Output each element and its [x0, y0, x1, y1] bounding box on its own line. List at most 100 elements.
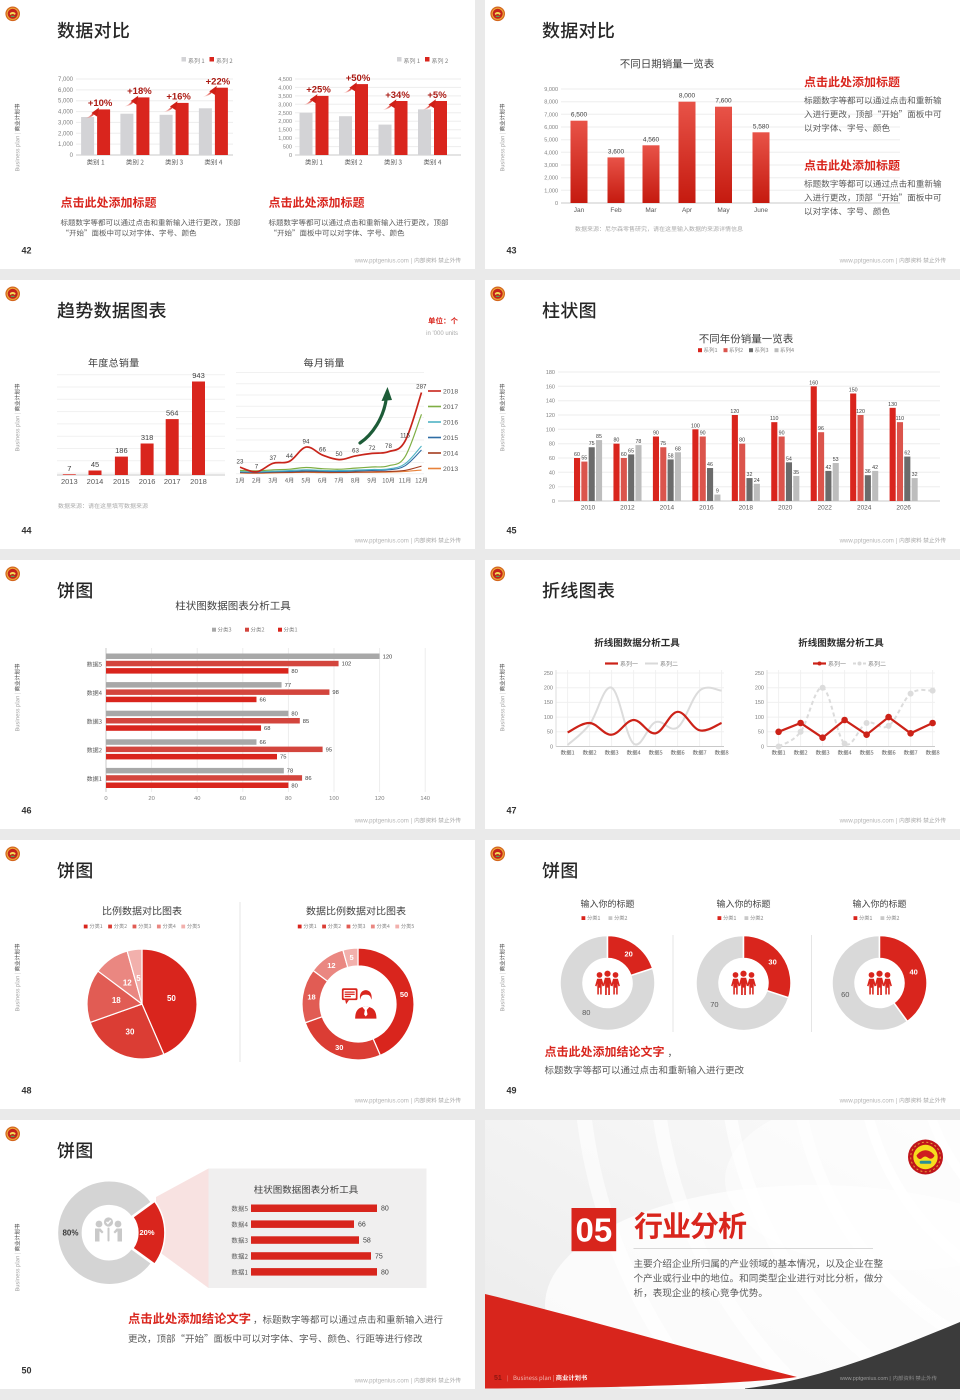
svg-text:50: 50 — [336, 451, 343, 458]
svg-text:2024: 2024 — [857, 505, 872, 512]
svg-text:46: 46 — [22, 806, 32, 816]
svg-text:+16%: +16% — [166, 92, 191, 103]
svg-text:www.pptgenius.com |: www.pptgenius.com | — [839, 1097, 899, 1104]
svg-text:www.pptgenius.com |: www.pptgenius.com | — [354, 537, 414, 544]
svg-text:2018: 2018 — [739, 505, 754, 512]
svg-text:18: 18 — [112, 996, 121, 1005]
svg-text:80: 80 — [613, 438, 619, 444]
svg-text:120: 120 — [383, 654, 393, 660]
svg-text:0: 0 — [555, 201, 558, 207]
svg-text:110: 110 — [896, 416, 904, 422]
svg-text:160: 160 — [809, 380, 818, 386]
svg-text:24: 24 — [754, 478, 760, 484]
svg-text:90: 90 — [779, 431, 785, 437]
svg-text:www.pptgenius.com |: www.pptgenius.com | — [839, 817, 899, 824]
svg-text:50: 50 — [167, 994, 176, 1003]
svg-text:+34%: +34% — [385, 90, 410, 101]
svg-text:78: 78 — [287, 769, 293, 775]
svg-text:180: 180 — [546, 370, 555, 376]
svg-text:100: 100 — [546, 427, 555, 433]
svg-text:32: 32 — [747, 472, 753, 478]
svg-text:+18%: +18% — [127, 86, 152, 97]
svg-text:23: 23 — [237, 459, 244, 466]
svg-text:47: 47 — [507, 806, 517, 816]
svg-text:37: 37 — [270, 455, 277, 462]
svg-text:85: 85 — [303, 719, 309, 725]
svg-text:7: 7 — [255, 463, 259, 470]
svg-text:in '000 units: in '000 units — [426, 331, 458, 337]
svg-text:2010: 2010 — [581, 505, 596, 512]
svg-text:54: 54 — [786, 456, 792, 462]
svg-text:44: 44 — [286, 453, 293, 460]
svg-text:51: 51 — [494, 1375, 502, 1382]
svg-text:2013: 2013 — [61, 477, 78, 486]
svg-text:5,000: 5,000 — [544, 138, 558, 144]
svg-text:2017: 2017 — [443, 404, 458, 411]
svg-text:85: 85 — [596, 434, 602, 440]
svg-text:250: 250 — [544, 671, 553, 677]
svg-text:+50%: +50% — [346, 73, 371, 84]
svg-text:94: 94 — [303, 439, 310, 446]
svg-text:120: 120 — [856, 409, 865, 415]
svg-text:2017: 2017 — [164, 477, 181, 486]
svg-text:46: 46 — [707, 462, 713, 468]
svg-text:5: 5 — [136, 974, 141, 983]
svg-text:80%: 80% — [62, 1229, 78, 1238]
svg-text:72: 72 — [369, 445, 376, 452]
svg-text:20: 20 — [549, 485, 555, 491]
svg-text:Feb: Feb — [610, 207, 622, 214]
svg-text:318: 318 — [141, 433, 154, 442]
svg-text:36: 36 — [865, 469, 871, 475]
svg-text:7,600: 7,600 — [715, 98, 732, 105]
svg-text:3,000: 3,000 — [58, 120, 74, 126]
svg-text:140: 140 — [420, 796, 430, 802]
svg-text:75: 75 — [280, 755, 286, 761]
svg-text:75: 75 — [660, 441, 666, 447]
svg-text:20: 20 — [625, 950, 633, 959]
svg-text:www.pptgenius.com |: www.pptgenius.com | — [839, 537, 899, 544]
svg-text:12: 12 — [123, 979, 132, 988]
svg-text:80: 80 — [291, 783, 297, 789]
svg-text:3,600: 3,600 — [608, 148, 625, 155]
svg-text:45: 45 — [91, 460, 99, 469]
svg-text:42: 42 — [825, 465, 831, 471]
svg-text:130: 130 — [888, 402, 897, 408]
svg-text:110: 110 — [770, 416, 778, 422]
svg-text:18: 18 — [307, 993, 315, 1002]
svg-text:Apr: Apr — [682, 207, 693, 214]
svg-text:200: 200 — [544, 686, 553, 692]
svg-text:12: 12 — [327, 961, 335, 970]
svg-text:8,000: 8,000 — [679, 93, 696, 100]
svg-text:150: 150 — [755, 700, 764, 706]
svg-text:58: 58 — [363, 1238, 371, 1245]
svg-text:68: 68 — [675, 446, 681, 452]
svg-text:0: 0 — [104, 796, 107, 802]
svg-text:3,500: 3,500 — [278, 94, 292, 100]
svg-text:66: 66 — [260, 740, 266, 746]
svg-text:63: 63 — [352, 447, 359, 454]
svg-text:98: 98 — [332, 690, 338, 696]
svg-text:49: 49 — [507, 1086, 517, 1096]
svg-text:66: 66 — [319, 447, 326, 454]
svg-text:5: 5 — [350, 953, 354, 962]
svg-text:2,000: 2,000 — [58, 131, 74, 137]
svg-text:2016: 2016 — [443, 419, 458, 426]
svg-text:0: 0 — [552, 499, 555, 505]
svg-text:943: 943 — [192, 371, 205, 380]
svg-text:186: 186 — [115, 446, 128, 455]
svg-text:6,000: 6,000 — [544, 125, 558, 131]
svg-text:30: 30 — [335, 1043, 343, 1052]
svg-text:66: 66 — [358, 1222, 366, 1229]
svg-text:www.pptgenius.com |: www.pptgenius.com | — [354, 1097, 414, 1104]
svg-text:32: 32 — [912, 472, 918, 478]
svg-text:May: May — [717, 207, 730, 214]
svg-text:80: 80 — [582, 1008, 590, 1017]
svg-text:40: 40 — [910, 968, 918, 977]
svg-text:30: 30 — [768, 958, 776, 967]
svg-text:8,000: 8,000 — [544, 100, 558, 106]
svg-text:2,000: 2,000 — [544, 176, 558, 182]
svg-text:95: 95 — [326, 747, 332, 753]
svg-text:77: 77 — [285, 683, 291, 689]
svg-text:100: 100 — [755, 715, 764, 721]
svg-text:75: 75 — [375, 1253, 383, 1260]
